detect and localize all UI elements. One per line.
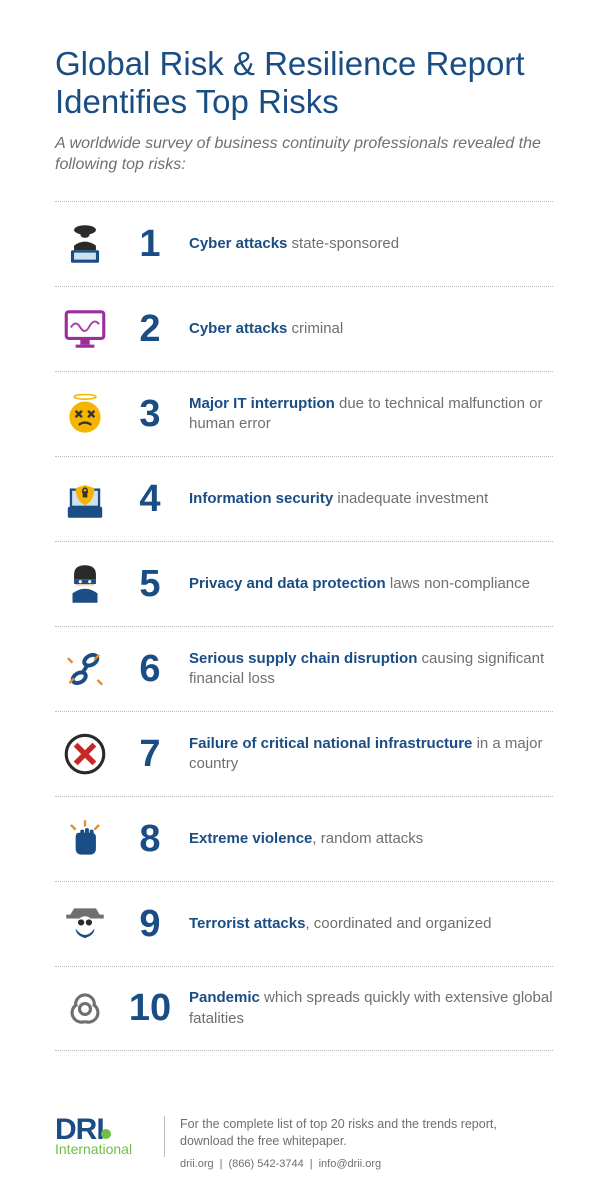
risk-detail: laws non-compliance	[386, 575, 530, 592]
risk-number: 6	[115, 648, 185, 691]
risk-row: 8Extreme violence, random attacks	[55, 796, 553, 881]
chain-icon	[55, 644, 115, 694]
risk-number: 8	[115, 818, 185, 861]
risk-detail: , coordinated and organized	[305, 915, 491, 932]
logo-subtext: International	[55, 1141, 149, 1157]
risk-title: Privacy and data protection	[189, 575, 386, 592]
risk-text: Privacy and data protection laws non-com…	[185, 574, 553, 594]
risk-title: Major IT interruption	[189, 395, 335, 412]
risk-text: Major IT interruption due to technical m…	[185, 394, 553, 435]
footer-contact: drii.org|(866) 542-3744|info@drii.org	[180, 1158, 553, 1170]
risk-title: Cyber attacks	[189, 320, 287, 337]
thief-icon	[55, 559, 115, 609]
risk-text: Pandemic which spreads quickly with exte…	[185, 988, 553, 1029]
risk-row: 2Cyber attacks criminal	[55, 286, 553, 371]
footer-site: drii.org	[180, 1158, 214, 1170]
risk-title: Extreme violence	[189, 830, 312, 847]
cross-icon	[55, 729, 115, 779]
risk-title: Pandemic	[189, 989, 260, 1006]
risk-text: Cyber attacks state-sponsored	[185, 234, 553, 254]
dizzy-icon	[55, 389, 115, 439]
risk-title: Information security	[189, 490, 333, 507]
risk-number: 5	[115, 563, 185, 606]
risk-text: Cyber attacks criminal	[185, 319, 553, 339]
risk-text: Extreme violence, random attacks	[185, 829, 553, 849]
footer-phone: (866) 542-3744	[228, 1158, 303, 1170]
fist-icon	[55, 814, 115, 864]
risk-title: Serious supply chain disruption	[189, 650, 417, 667]
risk-detail: state-sponsored	[287, 235, 399, 252]
risk-text: Serious supply chain disruption causing …	[185, 649, 553, 690]
risk-title: Cyber attacks	[189, 235, 287, 252]
risk-title: Failure of critical national infrastruct…	[189, 735, 472, 752]
shield-icon	[55, 474, 115, 524]
risk-row: 1Cyber attacks state-sponsored	[55, 201, 553, 286]
risk-number: 9	[115, 903, 185, 946]
risk-row: 9Terrorist attacks, coordinated and orga…	[55, 881, 553, 966]
monitor-icon	[55, 304, 115, 354]
risk-number: 1	[115, 223, 185, 266]
footer-description: For the complete list of top 20 risks an…	[180, 1116, 553, 1150]
terrorist-icon	[55, 899, 115, 949]
risk-text: Terrorist attacks, coordinated and organ…	[185, 914, 553, 934]
logo-dot-icon	[101, 1129, 111, 1139]
risk-title: Terrorist attacks	[189, 915, 305, 932]
risk-row: 5Privacy and data protection laws non-co…	[55, 541, 553, 626]
subtitle: A worldwide survey of business continuit…	[55, 133, 553, 176]
risk-row: 7Failure of critical national infrastruc…	[55, 711, 553, 796]
risk-number: 10	[115, 987, 185, 1030]
logo: DRI International	[55, 1116, 165, 1157]
risk-detail: criminal	[287, 320, 343, 337]
risk-number: 7	[115, 733, 185, 776]
risk-number: 4	[115, 478, 185, 521]
risk-text: Information security inadequate investme…	[185, 489, 553, 509]
footer-email: info@drii.org	[319, 1158, 382, 1170]
risk-row: 4Information security inadequate investm…	[55, 456, 553, 541]
risk-row: 6Serious supply chain disruption causing…	[55, 626, 553, 711]
risk-text: Failure of critical national infrastruct…	[185, 734, 553, 775]
footer: DRI International For the complete list …	[55, 1111, 553, 1170]
risk-row: 3Major IT interruption due to technical …	[55, 371, 553, 456]
risk-list: 1Cyber attacks state-sponsored2Cyber att…	[55, 201, 553, 1086]
hacker-icon	[55, 219, 115, 269]
page-title: Global Risk & Resilience Report Identifi…	[55, 45, 553, 121]
risk-row: 10Pandemic which spreads quickly with ex…	[55, 966, 553, 1051]
biohazard-icon	[55, 984, 115, 1034]
risk-number: 2	[115, 308, 185, 351]
risk-detail: , random attacks	[312, 830, 423, 847]
risk-number: 3	[115, 393, 185, 436]
risk-detail: inadequate investment	[333, 490, 488, 507]
